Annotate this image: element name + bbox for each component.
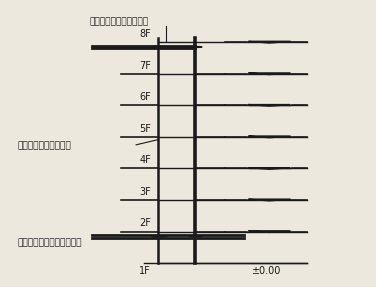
Circle shape [152, 46, 165, 47]
Text: 4F: 4F [139, 155, 151, 165]
Circle shape [189, 236, 202, 237]
Text: 2F: 2F [139, 218, 151, 228]
Text: 3F: 3F [139, 187, 151, 197]
Circle shape [189, 46, 202, 47]
Text: 7F: 7F [139, 61, 151, 71]
Text: 8F: 8F [139, 29, 151, 39]
Text: 横干管布置在立管的端部: 横干管布置在立管的端部 [90, 17, 149, 26]
Text: ±0.00: ±0.00 [251, 265, 280, 276]
Text: 6F: 6F [139, 92, 151, 102]
Text: 5F: 5F [139, 124, 151, 134]
Text: 1F: 1F [139, 266, 151, 276]
Circle shape [152, 236, 165, 237]
Text: 横干管未布置在立管的端部: 横干管未布置在立管的端部 [18, 238, 82, 247]
Text: 立管可不反映平面转位: 立管可不反映平面转位 [18, 141, 71, 151]
